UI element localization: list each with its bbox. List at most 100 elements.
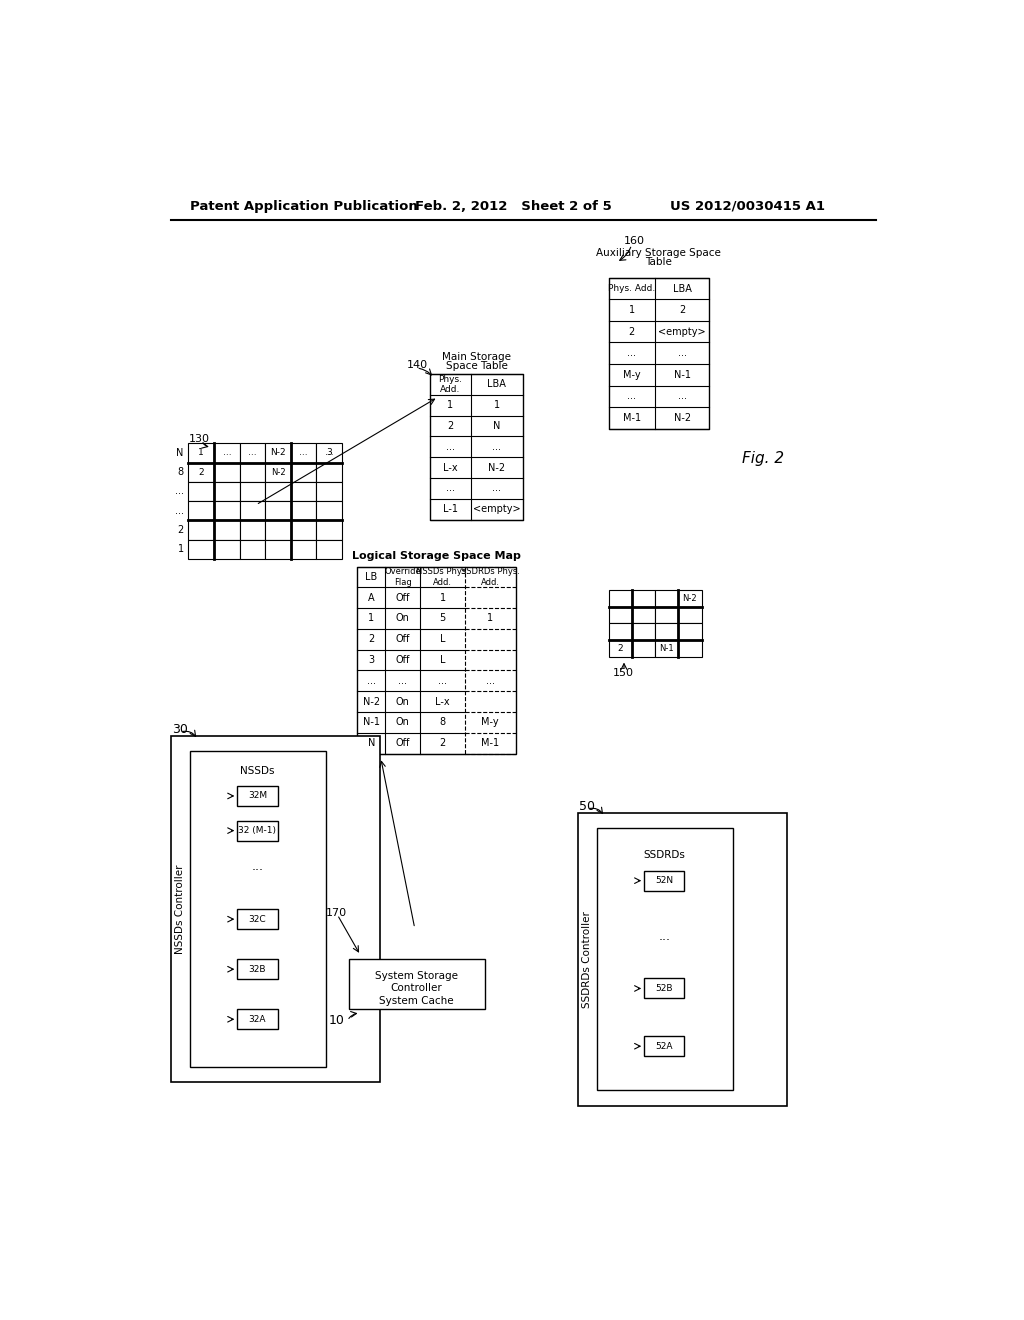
Text: Override
Flag: Override Flag [384,568,421,586]
Bar [632,590,655,607]
Text: 1: 1 [369,614,375,623]
Text: 2: 2 [629,326,635,337]
Bar [632,623,655,640]
Bar [265,462,291,482]
Text: N: N [494,421,501,430]
Bar [655,623,678,640]
Text: Table: Table [645,257,673,268]
Text: On: On [396,718,410,727]
Text: 2: 2 [447,421,454,430]
Text: ...: ... [485,676,495,686]
Text: L: L [440,655,445,665]
Bar [316,444,342,462]
Bar [349,960,484,1010]
Bar [291,540,316,558]
Text: L-x: L-x [435,697,450,706]
Text: ...: ... [445,483,455,494]
Bar [188,462,214,482]
Text: Space Table: Space Table [445,362,508,371]
Text: 2: 2 [679,305,685,315]
Text: 2: 2 [177,525,183,535]
Text: ...: ... [175,506,183,516]
Text: ...: ... [325,449,334,458]
Text: 2: 2 [439,738,445,748]
Text: ...: ... [628,391,636,401]
Bar [430,374,523,520]
Text: Off: Off [395,635,410,644]
Text: N-2: N-2 [362,697,380,706]
Bar [240,502,265,520]
Text: ...: ... [493,442,502,451]
Text: Off: Off [395,655,410,665]
Text: SSDRDs: SSDRDs [643,850,685,861]
Text: L: L [440,635,445,644]
Bar [608,607,632,623]
Bar [316,540,342,558]
Bar [655,640,678,657]
Text: N: N [176,447,183,458]
Bar [644,871,684,891]
Text: NSSDs Controller: NSSDs Controller [175,865,185,954]
Bar [316,502,342,520]
Bar [655,607,678,623]
Text: ...: ... [252,861,263,874]
Text: N-2: N-2 [683,594,697,602]
Bar [240,520,265,540]
Text: N-2: N-2 [674,413,690,422]
Text: 2: 2 [199,467,204,477]
Bar [632,640,655,657]
Bar [214,482,240,502]
Text: 1: 1 [487,614,494,623]
Text: Phys.
Add.: Phys. Add. [438,375,463,395]
Text: <empty>: <empty> [658,326,706,337]
Text: N-2: N-2 [488,462,506,473]
Text: 32 (M-1): 32 (M-1) [239,826,276,836]
Bar [188,540,214,558]
Bar [632,607,655,623]
Bar [316,520,342,540]
Text: ...: ... [222,449,231,458]
Bar [190,751,326,1067]
Text: SSDRDs Controller: SSDRDs Controller [582,911,592,1007]
Text: N-1: N-1 [362,718,380,727]
Text: 3: 3 [369,655,375,665]
Bar [214,520,240,540]
Bar [265,482,291,502]
Text: ...: ... [398,676,408,686]
Text: 1: 1 [447,400,454,411]
Bar [238,821,278,841]
Text: M-y: M-y [481,718,499,727]
Bar [188,502,214,520]
Bar [188,482,214,502]
Bar [240,482,265,502]
Text: 52B: 52B [655,983,673,993]
Bar [188,444,214,462]
Text: Fig. 2: Fig. 2 [742,451,784,466]
Text: 170: 170 [326,908,347,917]
Bar [316,462,342,482]
Bar [578,813,786,1106]
Text: 32C: 32C [249,915,266,924]
Bar [265,540,291,558]
Text: ...: ... [628,348,636,358]
Text: 130: 130 [188,434,210,445]
Text: NSSDs: NSSDs [241,766,274,776]
Text: M-1: M-1 [623,413,641,422]
Text: 2: 2 [617,644,623,653]
Text: ...: ... [658,929,671,942]
Text: On: On [396,697,410,706]
Text: ...: ... [248,449,257,458]
Text: N: N [368,738,375,748]
Text: Controller: Controller [391,983,442,994]
Bar [678,607,701,623]
Bar [644,978,684,998]
Text: N-1: N-1 [674,370,690,380]
Bar [357,566,515,754]
Text: 32A: 32A [249,1015,266,1024]
Bar [608,623,632,640]
Bar [291,462,316,482]
Text: ...: ... [493,483,502,494]
Text: 8: 8 [178,467,183,477]
Text: 32M: 32M [248,792,267,800]
Bar [238,960,278,979]
